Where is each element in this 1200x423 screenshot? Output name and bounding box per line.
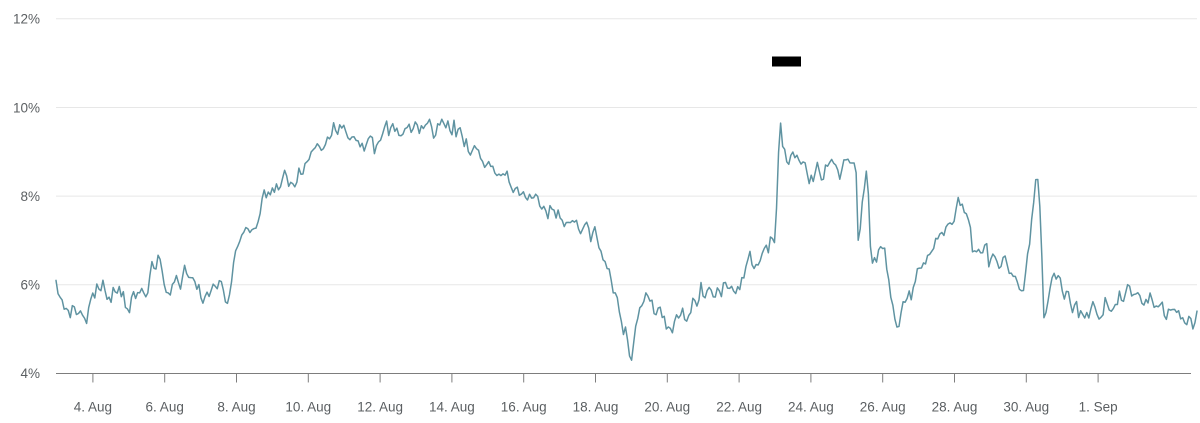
svg-text:22. Aug: 22. Aug (716, 400, 762, 415)
svg-text:28. Aug: 28. Aug (932, 400, 978, 415)
svg-text:30. Aug: 30. Aug (1003, 400, 1049, 415)
svg-text:20. Aug: 20. Aug (644, 400, 690, 415)
svg-text:4. Aug: 4. Aug (74, 400, 112, 415)
svg-text:12%: 12% (13, 12, 40, 27)
svg-text:26. Aug: 26. Aug (860, 400, 906, 415)
svg-text:18. Aug: 18. Aug (573, 400, 619, 415)
svg-text:8%: 8% (20, 189, 40, 204)
svg-text:16. Aug: 16. Aug (501, 400, 547, 415)
svg-text:10. Aug: 10. Aug (285, 400, 331, 415)
svg-text:12. Aug: 12. Aug (357, 400, 403, 415)
svg-text:14. Aug: 14. Aug (429, 400, 475, 415)
svg-text:4%: 4% (20, 366, 40, 381)
svg-text:6. Aug: 6. Aug (146, 400, 184, 415)
svg-text:10%: 10% (13, 100, 40, 115)
svg-text:24. Aug: 24. Aug (788, 400, 834, 415)
svg-text:1. Sep: 1. Sep (1079, 400, 1118, 415)
svg-text:6%: 6% (20, 278, 40, 293)
svg-text:8. Aug: 8. Aug (217, 400, 255, 415)
